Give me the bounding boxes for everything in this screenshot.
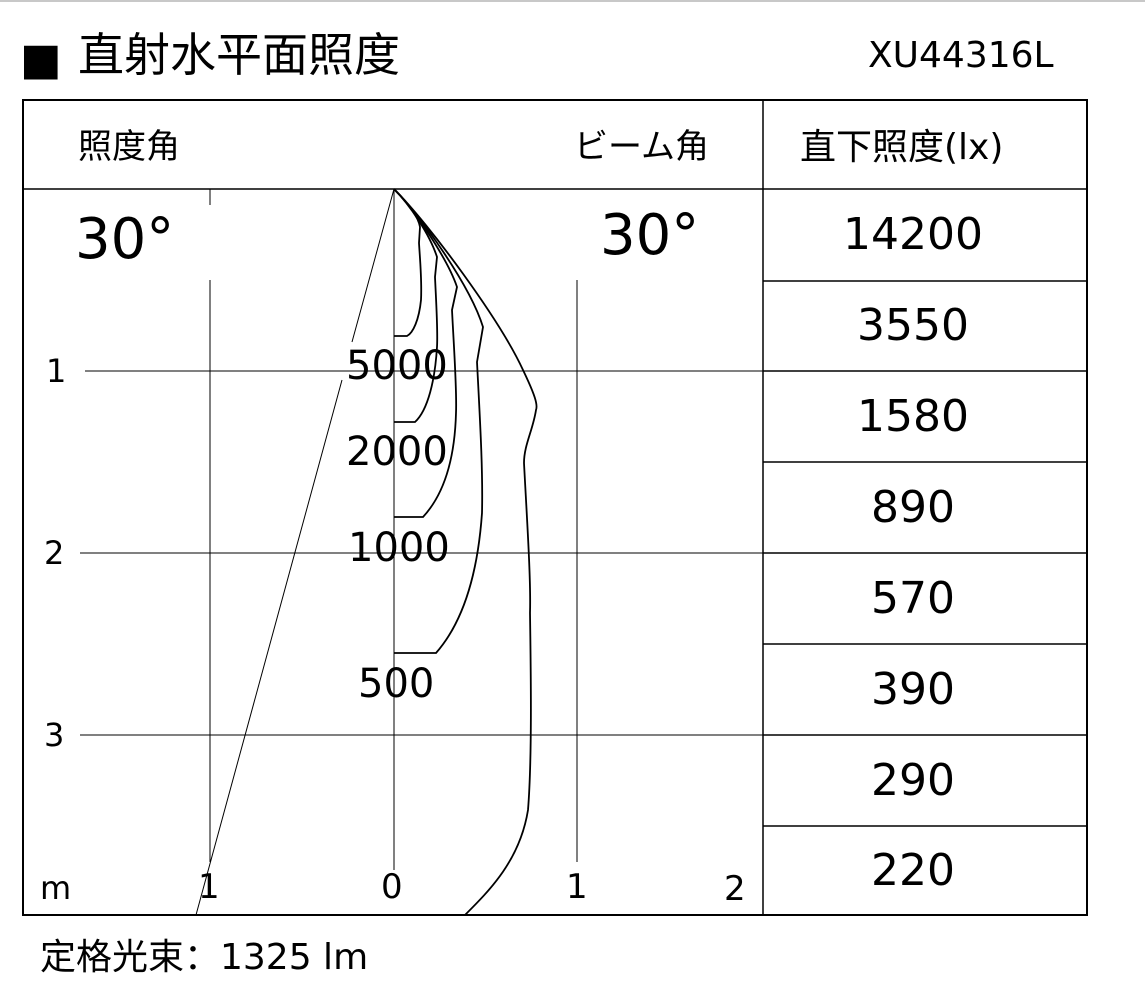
contour-5000 — [393, 188, 423, 337]
y-tick-2: 2 — [44, 534, 65, 572]
table-cell-illuminance: 570 — [871, 572, 955, 624]
contour-outer — [393, 188, 538, 916]
table-cell-illuminance: 890 — [871, 481, 955, 533]
contour-label-2000: 2000 — [346, 429, 448, 475]
contour-500 — [393, 188, 484, 654]
table-header: 直下照度(lx) — [800, 127, 1004, 168]
x-tick-minus1: 1 — [198, 867, 220, 907]
contour-label-1000: 1000 — [348, 525, 450, 571]
x-tick-0: 0 — [381, 867, 403, 907]
table-cell-illuminance: 3550 — [857, 300, 969, 351]
contour-label-5000: 5000 — [346, 343, 448, 389]
illuminance-angle-value: 30° — [75, 207, 175, 272]
table-cell-illuminance: 390 — [871, 663, 955, 715]
beam-angle-value: 30° — [600, 203, 700, 268]
outer-frame — [22, 99, 1088, 916]
title-marker: ■ — [20, 34, 62, 85]
x-tick-1: 1 — [566, 867, 588, 907]
y-tick-3: 3 — [44, 716, 65, 754]
illuminance-angle-label: 照度角 — [78, 127, 180, 167]
contour-2000 — [393, 188, 439, 423]
x-unit: m — [40, 869, 72, 907]
model-number: XU44316L — [868, 35, 1054, 76]
page-title: 直射水平面照度 — [78, 28, 400, 82]
contour-1000 — [393, 188, 458, 518]
y-tick-1: 1 — [46, 352, 67, 390]
table-cell-illuminance: 14200 — [843, 209, 983, 260]
contour-label-500: 500 — [358, 661, 435, 707]
rated-luminous-flux: 定格光束：1325 lm — [40, 937, 369, 978]
beam-angle-label: ビーム角 — [574, 127, 709, 167]
table-cell-illuminance: 220 — [871, 844, 955, 896]
x-tick-2: 2 — [724, 869, 746, 909]
table-cell-illuminance: 1580 — [857, 390, 969, 442]
table-cell-illuminance: 290 — [871, 754, 955, 806]
beam-angle-line — [195, 188, 395, 916]
top-border — [0, 0, 1145, 2]
